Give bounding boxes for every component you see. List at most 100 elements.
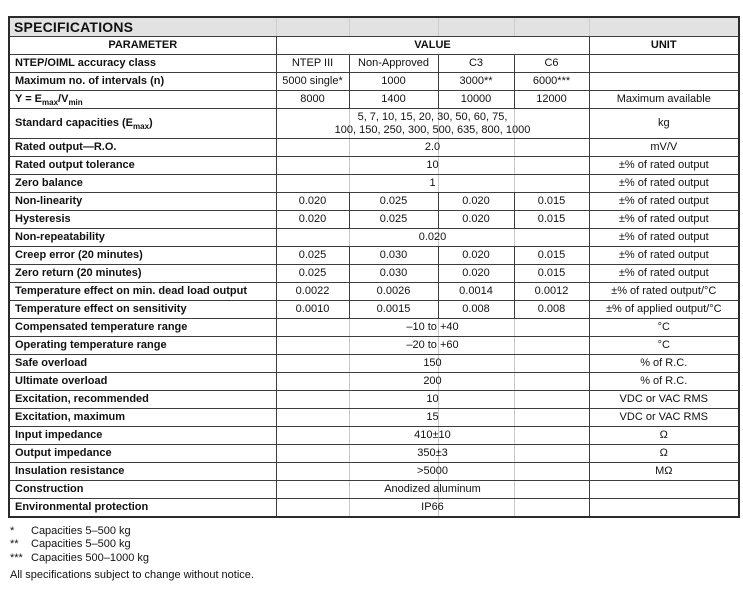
value-cell: 0.020 <box>437 210 515 229</box>
unit-cell: ±% of rated output <box>588 264 740 283</box>
value-cell-merged: 410±10 <box>275 426 590 445</box>
table-row: Non-repeatability 0.020 ±% of rated output <box>8 228 740 247</box>
parameter-cell: Temperature effect on sensitivity <box>8 300 277 319</box>
value-cell: C3 <box>437 54 515 73</box>
parameter-cell: Zero balance <box>8 174 277 193</box>
table-row: Excitation, recommended 10 VDC or VAC RMS <box>8 390 740 409</box>
value-cell: 0.020 <box>275 192 350 211</box>
value-cell: 0.0026 <box>348 282 439 301</box>
value-cell: C6 <box>513 54 590 73</box>
value-cell: 0.015 <box>513 210 590 229</box>
table-row: Ultimate overload 200% of R.C. <box>8 372 740 391</box>
parameter-cell: Non-repeatability <box>8 228 277 247</box>
unit-cell: % of R.C. <box>588 372 740 391</box>
value-cell: 0.020 <box>275 210 350 229</box>
disclaimer: All specifications subject to change wit… <box>10 569 254 581</box>
value-cell: 0.015 <box>513 264 590 283</box>
parameter-cell: Environmental protection <box>8 498 277 517</box>
value-cell-merged: >5000 <box>275 462 590 481</box>
footnote-item: * Capacities 5–500 kg <box>10 525 743 539</box>
column-header-unit: UNIT <box>588 36 740 55</box>
footnote-text: Capacities 500–1000 kg <box>31 551 150 564</box>
unit-cell: ±% of rated output <box>588 210 740 229</box>
table-row: Standard capacities (Emax) 5, 7, 10, 15, … <box>8 108 740 139</box>
unit-cell: mV/V <box>588 138 740 157</box>
table-header-row: PARAMETER VALUE UNIT <box>8 36 740 55</box>
unit-cell: Ω <box>588 426 740 445</box>
value-cell: 10000 <box>437 90 515 109</box>
value-cell-merged: 150 <box>275 354 590 373</box>
table-row: Zero balance 1 ±% of rated output <box>8 174 740 193</box>
value-cell: 0.025 <box>275 264 350 283</box>
parameter-cell: Output impedance <box>8 444 277 463</box>
table-row: Operating temperature range –20 to +60 °C <box>8 336 740 355</box>
parameter-cell: Construction <box>8 480 277 499</box>
value-cell: 0.020 <box>437 192 515 211</box>
table-row: Maximum no. of intervals (n) 5000 single*… <box>8 72 740 91</box>
unit-cell: VDC or VAC RMS <box>588 390 740 409</box>
table-body: NTEP/OIML accuracy class NTEP III Non-Appr… <box>8 54 740 517</box>
parameter-cell: Non-linearity <box>8 192 277 211</box>
table-row: Construction Anodized aluminum <box>8 480 740 499</box>
unit-cell: kg <box>588 108 740 139</box>
value-cell: 0.008 <box>437 300 515 319</box>
parameter-cell: Operating temperature range <box>8 336 277 355</box>
value-cell-merged: 15 <box>275 408 590 427</box>
footnote-marker: * <box>10 524 15 537</box>
table-row: Temperature effect on sensitivity 0.0010 0… <box>8 300 740 319</box>
parameter-cell: Hysteresis <box>8 210 277 229</box>
value-cell: 0.0022 <box>275 282 350 301</box>
unit-cell <box>588 480 740 499</box>
spec-sheet: SPECIFICATIONS PARAMETER VALUE UNIT NTEP… <box>0 16 743 583</box>
column-header-parameter: PARAMETER <box>8 36 277 55</box>
unit-cell: Maximum available <box>588 90 740 109</box>
value-cell: 0.020 <box>437 264 515 283</box>
value-cell-merged: 5, 7, 10, 15, 20, 30, 50, 60, 75, 100, 1… <box>275 108 590 139</box>
table-title-row: SPECIFICATIONS <box>8 16 740 37</box>
parameter-cell: Creep error (20 minutes) <box>8 246 277 265</box>
value-cell: 0.015 <box>513 192 590 211</box>
value-cell-merged: 10 <box>275 156 590 175</box>
table-row: Temperature effect on min. dead load out… <box>8 282 740 301</box>
value-cell: 0.0014 <box>437 282 515 301</box>
unit-cell <box>588 498 740 517</box>
value-cell-merged: 200 <box>275 372 590 391</box>
unit-cell: MΩ <box>588 462 740 481</box>
value-cell: 0.030 <box>348 264 439 283</box>
table-row: Rated output—R.O. 2.0 mV/V <box>8 138 740 157</box>
parameter-cell: Compensated temperature range <box>8 318 277 337</box>
value-cell-merged: –10 to +40 <box>275 318 590 337</box>
table-row: Input impedance 410±10 Ω <box>8 426 740 445</box>
unit-cell: ±% of rated output <box>588 246 740 265</box>
unit-cell: % of R.C. <box>588 354 740 373</box>
value-cell: NTEP III <box>275 54 350 73</box>
unit-cell: ±% of rated output <box>588 228 740 247</box>
value-cell: 0.0015 <box>348 300 439 319</box>
table-row: Safe overload 150% of R.C. <box>8 354 740 373</box>
parameter-cell: Maximum no. of intervals (n) <box>8 72 277 91</box>
value-cell: 1400 <box>348 90 439 109</box>
column-header-value: VALUE <box>275 36 590 55</box>
value-cell-merged: 10 <box>275 390 590 409</box>
value-cell: 0.008 <box>513 300 590 319</box>
value-cell: 12000 <box>513 90 590 109</box>
value-cell-merged: 2.0 <box>275 138 590 157</box>
value-cell: 8000 <box>275 90 350 109</box>
value-cell-merged: IP66 <box>275 498 590 517</box>
table-row: Zero return (20 minutes) 0.025 0.030 0.020 0… <box>8 264 740 283</box>
value-cell: 0.0012 <box>513 282 590 301</box>
value-cell-merged: –20 to +60 <box>275 336 590 355</box>
value-cell: 0.015 <box>513 246 590 265</box>
unit-cell <box>588 54 740 73</box>
table-row: Environmental protection IP66 <box>8 498 740 517</box>
value-cell: 0.0010 <box>275 300 350 319</box>
parameter-cell: Input impedance <box>8 426 277 445</box>
unit-cell: °C <box>588 318 740 337</box>
parameter-cell: Safe overload <box>8 354 277 373</box>
value-cell: Non-Approved <box>348 54 439 73</box>
value-cell: 5000 single* <box>275 72 350 91</box>
value-cell: 0.020 <box>437 246 515 265</box>
table-title: SPECIFICATIONS <box>8 16 740 37</box>
unit-cell: ±% of rated output <box>588 174 740 193</box>
value-cell: 6000*** <box>513 72 590 91</box>
